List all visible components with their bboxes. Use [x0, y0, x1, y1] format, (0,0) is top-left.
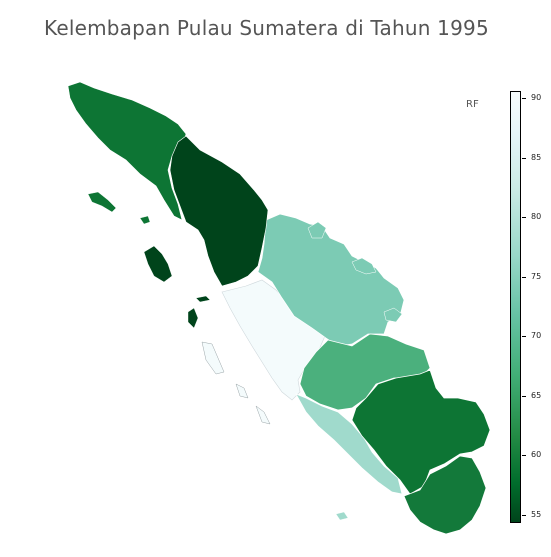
region-sumatera-barat[interactable]	[221, 279, 326, 401]
colorbar-tick-label: 55	[531, 509, 542, 519]
region-lampung[interactable]	[403, 455, 487, 535]
colorbar-tick-label: 90	[531, 93, 542, 103]
colorbar-label: RF	[466, 99, 479, 110]
region-sumatera-utara[interactable]	[169, 135, 269, 287]
region-riau-island	[351, 257, 377, 275]
map-title: Kelembapan Pulau Sumatera di Tahun 1995	[44, 16, 489, 40]
island-small	[195, 295, 211, 303]
island-enggano	[335, 511, 349, 521]
colorbar-tick	[522, 217, 526, 219]
colorbar-tick-label: 85	[531, 152, 542, 162]
island-simeulue	[87, 191, 117, 213]
colorbar-tick	[522, 157, 526, 159]
island-nias	[143, 245, 173, 283]
region-riau-island	[383, 307, 403, 323]
colorbar	[510, 91, 521, 523]
colorbar-tick	[522, 98, 526, 100]
island-small	[139, 215, 151, 225]
colorbar-tick	[522, 514, 526, 516]
region-bengkulu[interactable]	[295, 393, 403, 495]
colorbar-tick	[522, 336, 526, 338]
island-small	[187, 307, 199, 329]
region-aceh[interactable]	[67, 81, 187, 221]
colorbar-tick-label: 65	[531, 390, 542, 400]
island-mentawai	[235, 383, 249, 399]
colorbar-tick-label: 75	[531, 271, 542, 281]
colorbar-tick	[522, 455, 526, 457]
colorbar-tick-label: 80	[531, 212, 542, 222]
island-mentawai	[255, 405, 271, 425]
region-jambi[interactable]	[299, 333, 431, 411]
island-mentawai	[201, 341, 225, 375]
colorbar-tick-label: 60	[531, 450, 542, 460]
colorbar-tick-label: 70	[531, 331, 542, 341]
region-sumatera-selatan[interactable]	[351, 369, 491, 495]
colorbar-tick	[522, 395, 526, 397]
region-riau-island	[307, 221, 327, 239]
colorbar-tick	[522, 276, 526, 278]
